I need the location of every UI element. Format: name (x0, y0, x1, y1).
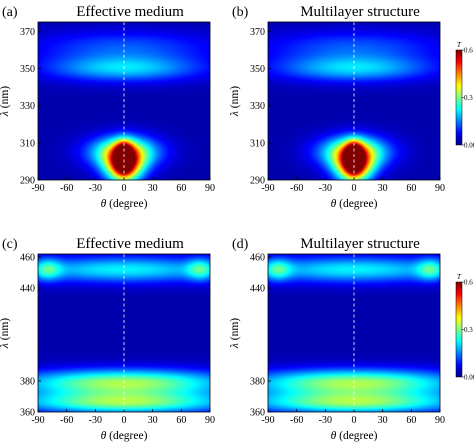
x-tick-label: 0 (122, 183, 127, 194)
x-axis-unit: (degree) (106, 430, 147, 442)
panel-title: Multilayer structure (300, 4, 420, 20)
y-tick-label: 290 (20, 176, 35, 187)
x-tick-label: -60 (290, 415, 303, 426)
x-tick-label: -30 (89, 183, 102, 194)
panel-letter: (b) (232, 5, 249, 20)
y-tick-label: 360 (20, 408, 35, 419)
y-tick-label: 310 (20, 138, 35, 149)
x-tick-label: 0 (122, 415, 127, 426)
y-axis-unit: (nm) (229, 318, 241, 343)
y-tick-label: 310 (250, 138, 265, 149)
x-tick-label: 60 (176, 183, 186, 194)
x-tick-label: 60 (406, 183, 416, 194)
x-tick-label: -30 (89, 415, 102, 426)
colorbar: T 0.00 0.3 0.6 (455, 41, 474, 150)
x-tick-label: -90 (31, 183, 44, 194)
y-axis-label: λ (nm) (0, 318, 11, 349)
y-axis-symbol: λ (229, 111, 241, 117)
y-axis-unit: (nm) (229, 86, 241, 111)
y-tick-label: 460 (250, 253, 265, 264)
x-tick-label: 60 (406, 415, 416, 426)
y-axis-label: λ (nm) (229, 318, 241, 349)
x-tick-label: -30 (319, 415, 332, 426)
colorbar-tick-label: 0.3 (464, 326, 473, 334)
x-tick-label: 90 (205, 183, 215, 194)
y-tick-label: 380 (20, 377, 35, 388)
x-tick-label: 0 (352, 415, 357, 426)
y-axis-symbol: λ (0, 111, 11, 117)
panel-c: -90 -60 -30 0 30 60 90 360 380 440 460 θ (degree) λ … (0, 236, 215, 442)
x-axis-label: θ (degree) (331, 198, 378, 210)
y-axis-symbol: λ (229, 343, 241, 349)
x-tick-label: 0 (352, 183, 357, 194)
colorbar-title: T (457, 41, 462, 49)
x-axis-symbol: θ (101, 198, 107, 210)
y-axis-label: λ (nm) (0, 86, 11, 117)
x-axis-unit: (degree) (336, 430, 377, 442)
y-tick-label: 440 (20, 284, 35, 295)
panel-title: Effective medium (76, 4, 184, 20)
x-tick-label: 60 (176, 415, 186, 426)
y-axis-label: λ (nm) (229, 86, 241, 117)
x-axis-symbol: θ (331, 198, 337, 210)
panels: -90 -60 -30 0 30 60 90 290 310 330 350 370 θ (degree… (0, 4, 474, 442)
y-tick-label: 350 (250, 64, 265, 75)
panel-d: -90 -60 -30 0 30 60 90 360 380 440 460 θ (degree) λ … (229, 236, 474, 442)
x-tick-label: -60 (60, 415, 73, 426)
colorbar-scale (455, 281, 463, 378)
x-axis-unit: (degree) (106, 198, 147, 210)
x-tick-label: -30 (319, 183, 332, 194)
y-tick-label: 330 (20, 101, 35, 112)
y-tick-label: 350 (20, 64, 35, 75)
y-tick-label: 360 (250, 408, 265, 419)
x-axis-symbol: θ (331, 430, 337, 442)
x-tick-label: 90 (435, 415, 445, 426)
x-axis-unit: (degree) (336, 198, 377, 210)
y-tick-label: 460 (20, 253, 35, 264)
panel-b: -90 -60 -30 0 30 60 90 290 310 330 350 370 θ (degree… (229, 4, 474, 210)
colorbar-tick-label: 0.6 (464, 279, 473, 287)
x-tick-label: -60 (290, 183, 303, 194)
colorbar-tick-label: 0.00 (464, 142, 474, 150)
x-tick-label: 30 (378, 183, 388, 194)
x-tick-label: -90 (261, 415, 274, 426)
y-tick-label: 440 (250, 284, 265, 295)
x-tick-label: -60 (60, 183, 73, 194)
y-tick-label: 370 (250, 27, 265, 38)
x-axis-label: θ (degree) (101, 198, 148, 210)
y-tick-label: 290 (250, 176, 265, 187)
x-tick-label: 90 (205, 415, 215, 426)
y-tick-label: 370 (20, 27, 35, 38)
x-tick-label: 90 (435, 183, 445, 194)
x-axis-symbol: θ (101, 430, 107, 442)
panel-title: Effective medium (76, 236, 184, 252)
x-axis-label: θ (degree) (101, 430, 148, 442)
colorbar-tick-label: 0.00 (464, 374, 474, 382)
colorbar-tick-label: 0.3 (464, 94, 473, 102)
panel-a: -90 -60 -30 0 30 60 90 290 310 330 350 370 θ (degree… (0, 4, 215, 210)
y-axis-unit: (nm) (0, 318, 11, 343)
panel-letter: (c) (2, 237, 18, 252)
y-tick-label: 380 (250, 377, 265, 388)
y-axis-symbol: λ (0, 343, 11, 349)
colorbar-tick-label: 0.6 (464, 47, 473, 55)
x-tick-label: 30 (148, 415, 158, 426)
panel-letter: (d) (232, 237, 249, 252)
x-axis-label: θ (degree) (331, 430, 378, 442)
y-axis-unit: (nm) (0, 86, 11, 111)
y-tick-label: 330 (250, 101, 265, 112)
x-tick-label: 30 (148, 183, 158, 194)
panel-letter: (a) (2, 5, 18, 20)
colorbar-title: T (457, 273, 462, 281)
x-tick-label: -90 (31, 415, 44, 426)
panel-title: Multilayer structure (300, 236, 420, 252)
x-tick-label: 30 (378, 415, 388, 426)
x-tick-label: -90 (261, 183, 274, 194)
colorbar: T 0.00 0.3 0.6 (455, 273, 474, 382)
colorbar-scale (455, 49, 463, 146)
